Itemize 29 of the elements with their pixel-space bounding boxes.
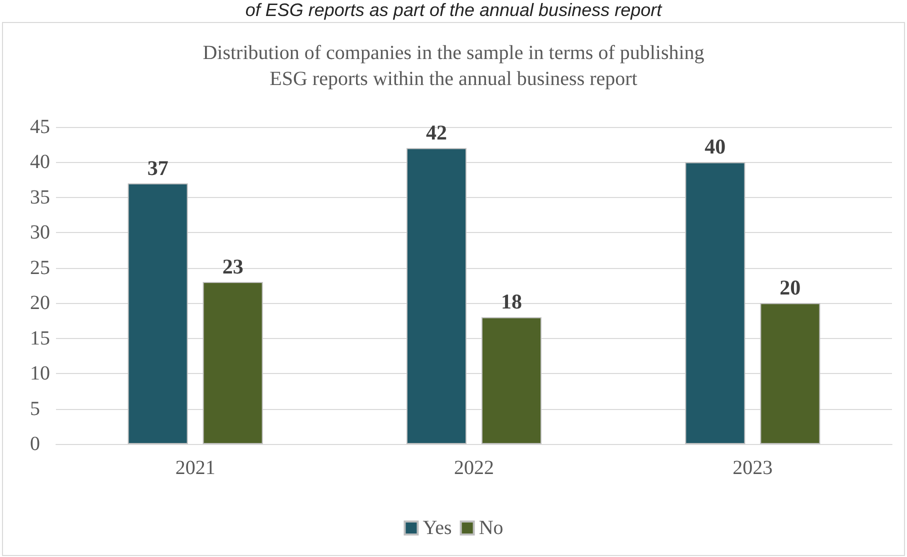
bar xyxy=(685,162,746,444)
legend-label: No xyxy=(478,517,504,539)
y-tick-label: 5 xyxy=(30,398,40,420)
y-tick-label: 0 xyxy=(30,433,40,455)
bar xyxy=(760,303,820,444)
y-tick-label: 15 xyxy=(30,327,50,350)
data-label: 40 xyxy=(704,134,726,159)
x-tick-label: 2021 xyxy=(175,457,216,479)
bar xyxy=(482,317,542,444)
data-label: 18 xyxy=(501,290,522,314)
y-tick-label: 30 xyxy=(30,222,50,244)
y-tick-label: 10 xyxy=(30,362,50,385)
data-label: 23 xyxy=(222,254,244,278)
bar xyxy=(202,282,263,444)
data-label: 37 xyxy=(147,156,168,180)
legend-label: Yes xyxy=(422,517,452,539)
y-tick-label: 20 xyxy=(30,292,50,314)
y-tick-label: 45 xyxy=(30,116,50,138)
y-tick-label: 25 xyxy=(30,256,50,279)
chart-title: Distribution of companies in the sample in terms of publishing ESG reports within the annual business report xyxy=(202,42,704,90)
bar xyxy=(406,148,466,444)
y-tick-label: 35 xyxy=(30,186,50,208)
x-tick-label: 2022 xyxy=(454,457,494,479)
text: of ESG reports as part of the annual business report xyxy=(244,0,664,21)
data-label: 20 xyxy=(780,276,801,300)
data-label: 42 xyxy=(426,120,447,145)
bar xyxy=(128,183,188,444)
y-tick-label: 40 xyxy=(30,151,50,174)
x-tick-label: 2023 xyxy=(732,457,773,479)
